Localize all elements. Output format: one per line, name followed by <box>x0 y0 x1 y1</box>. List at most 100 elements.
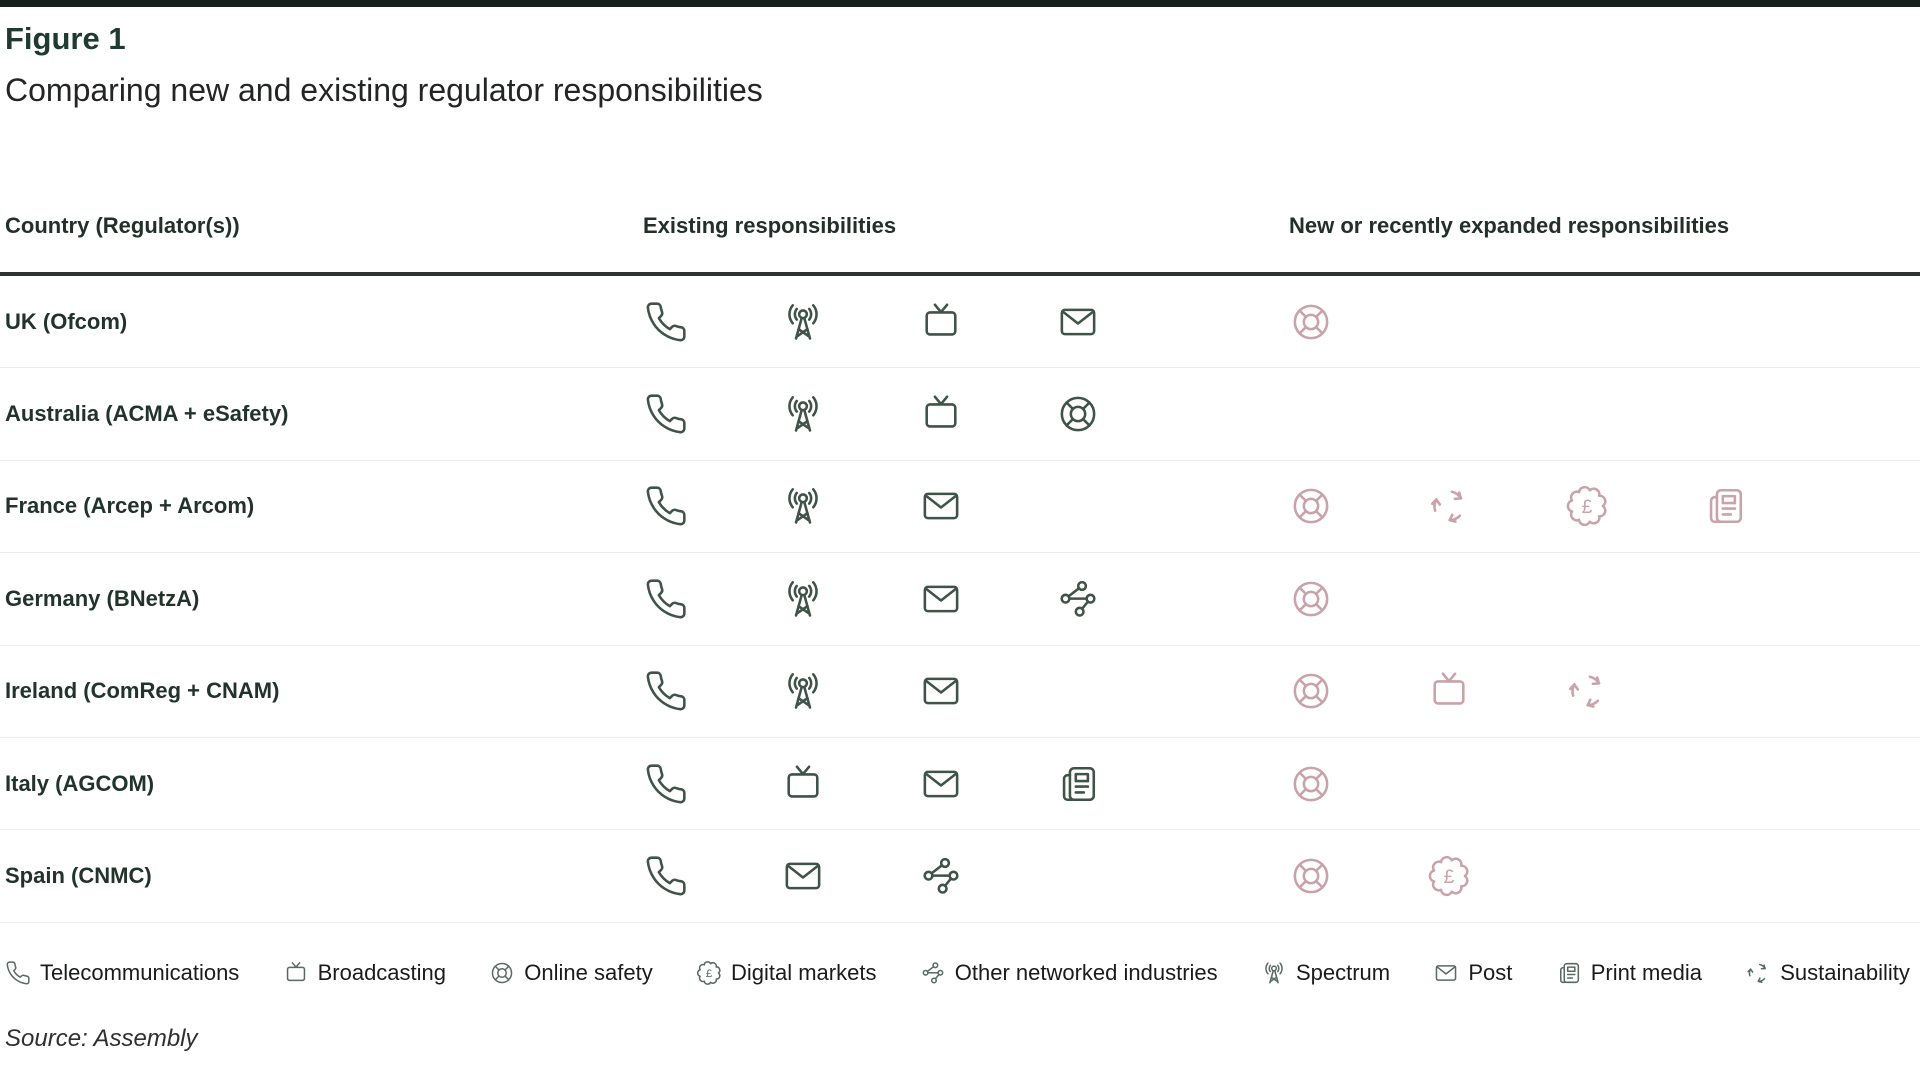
digital-markets-icon: £ <box>696 960 722 986</box>
legend-item-label: Broadcasting <box>317 959 447 985</box>
existing-responsibility-cell <box>872 762 1010 806</box>
print-media-icon <box>1056 762 1100 806</box>
legend-item: £ Digital markets <box>696 960 876 986</box>
existing-responsibility-cell <box>872 854 1010 898</box>
online-safety-icon <box>1289 484 1333 528</box>
new-responsibility-cell: £ <box>1518 484 1656 528</box>
telecommunications-icon <box>644 762 688 806</box>
legend-item-label: Sustainability <box>1780 959 1910 985</box>
existing-responsibility-cell <box>597 854 735 898</box>
country-label: Germany (BNetzA) <box>5 585 200 611</box>
table-header-row: Country (Regulator(s)) Existing responsi… <box>0 206 1920 246</box>
figure-titles: Figure 1 Comparing new and existing regu… <box>5 20 1920 110</box>
broadcasting-icon <box>283 960 309 986</box>
legend-item: Broadcasting <box>283 960 446 986</box>
telecommunications-icon <box>644 392 688 436</box>
existing-responsibility-cell <box>735 392 873 436</box>
post-icon <box>919 762 963 806</box>
legend-item-label: Online safety <box>524 959 653 985</box>
legend-item: Sustainability <box>1745 960 1910 986</box>
existing-responsibility-cell <box>597 300 735 344</box>
existing-responsibility-cell <box>735 577 873 621</box>
broadcasting-icon <box>781 762 825 806</box>
digital-markets-icon: £ <box>1565 484 1609 528</box>
existing-responsibility-cell <box>735 854 873 898</box>
legend-item-label: Print media <box>1590 959 1702 985</box>
other-networked-industries-icon <box>920 960 946 986</box>
column-header-country: Country (Regulator(s)) <box>5 213 240 238</box>
legend-item-label: Other networked industries <box>954 959 1218 985</box>
telecommunications-icon <box>644 484 688 528</box>
column-header-existing: Existing responsibilities <box>643 213 897 238</box>
online-safety-icon <box>1289 669 1333 713</box>
spectrum-icon <box>781 484 825 528</box>
new-responsibility-cell <box>1242 300 1380 344</box>
spectrum-icon <box>1261 960 1287 986</box>
online-safety-icon <box>489 960 515 986</box>
new-responsibility-cell <box>1242 484 1380 528</box>
existing-responsibility-cell <box>735 300 873 344</box>
post-icon <box>1056 300 1100 344</box>
new-responsibility-cell <box>1242 762 1380 806</box>
telecommunications-icon <box>644 854 688 898</box>
new-responsibility-cell: £ <box>1380 854 1518 898</box>
online-safety-icon <box>1056 392 1100 436</box>
existing-responsibility-cell <box>597 392 735 436</box>
existing-responsibility-cell <box>872 392 1010 436</box>
figure-label: Figure 1 <box>5 21 126 56</box>
country-label: Ireland (ComReg + CNAM) <box>5 678 280 704</box>
country-label: UK (Ofcom) <box>5 308 128 334</box>
existing-responsibility-cell <box>597 484 735 528</box>
other-networked-industries-icon <box>1056 577 1100 621</box>
sustainability-icon <box>1427 484 1471 528</box>
legend-item: Online safety <box>489 959 653 986</box>
legend-item: Telecommunications <box>5 960 239 986</box>
existing-responsibility-cell <box>1010 762 1148 806</box>
new-responsibility-cell <box>1242 854 1380 898</box>
column-header-new: New or recently expanded responsibilitie… <box>1289 213 1730 238</box>
broadcasting-icon <box>919 300 963 344</box>
new-responsibility-cell <box>1380 669 1518 713</box>
post-icon <box>919 577 963 621</box>
spectrum-icon <box>781 577 825 621</box>
table-row: Germany (BNetzA) <box>0 553 1920 646</box>
header-rule <box>0 272 1920 276</box>
online-safety-icon <box>1289 577 1333 621</box>
broadcasting-icon <box>1427 669 1471 713</box>
telecommunications-icon <box>644 577 688 621</box>
table-row: Australia (ACMA + eSafety) <box>0 368 1920 461</box>
other-networked-industries-icon <box>919 854 963 898</box>
sustainability-icon <box>1565 669 1609 713</box>
new-responsibility-cell <box>1518 669 1656 713</box>
post-icon <box>919 669 963 713</box>
legend: Telecommunications Broadcasting Online saf… <box>0 951 1920 995</box>
broadcasting-icon <box>919 392 963 436</box>
telecommunications-icon <box>644 300 688 344</box>
legend-item-label: Post <box>1468 959 1513 985</box>
country-label: Italy (AGCOM) <box>5 770 155 796</box>
telecommunications-icon <box>644 669 688 713</box>
existing-responsibility-cell <box>872 300 1010 344</box>
post-icon <box>781 854 825 898</box>
new-responsibility-cell <box>1242 577 1380 621</box>
country-label: Spain (CNMC) <box>5 863 152 889</box>
country-label: Australia (ACMA + eSafety) <box>5 401 289 427</box>
existing-responsibility-cell <box>597 762 735 806</box>
existing-responsibility-cell <box>735 762 873 806</box>
online-safety-icon <box>1289 300 1333 344</box>
table-row: France (Arcep + Arcom) £ <box>0 461 1920 554</box>
existing-responsibility-cell <box>872 577 1010 621</box>
print-media-icon <box>1703 484 1747 528</box>
existing-responsibility-cell <box>597 669 735 713</box>
post-icon <box>1433 960 1459 986</box>
legend-item: Spectrum <box>1261 960 1390 986</box>
table-row: Ireland (ComReg + CNAM) <box>0 646 1920 738</box>
table-body: UK (Ofcom) Australia (ACMA + eSafety) Fran… <box>0 276 1920 923</box>
spectrum-icon <box>781 300 825 344</box>
post-icon <box>919 484 963 528</box>
existing-responsibility-cell <box>872 484 1010 528</box>
online-safety-icon <box>1289 854 1333 898</box>
online-safety-icon <box>1289 762 1333 806</box>
new-responsibility-cell <box>1242 669 1380 713</box>
new-responsibility-cell <box>1656 484 1794 528</box>
